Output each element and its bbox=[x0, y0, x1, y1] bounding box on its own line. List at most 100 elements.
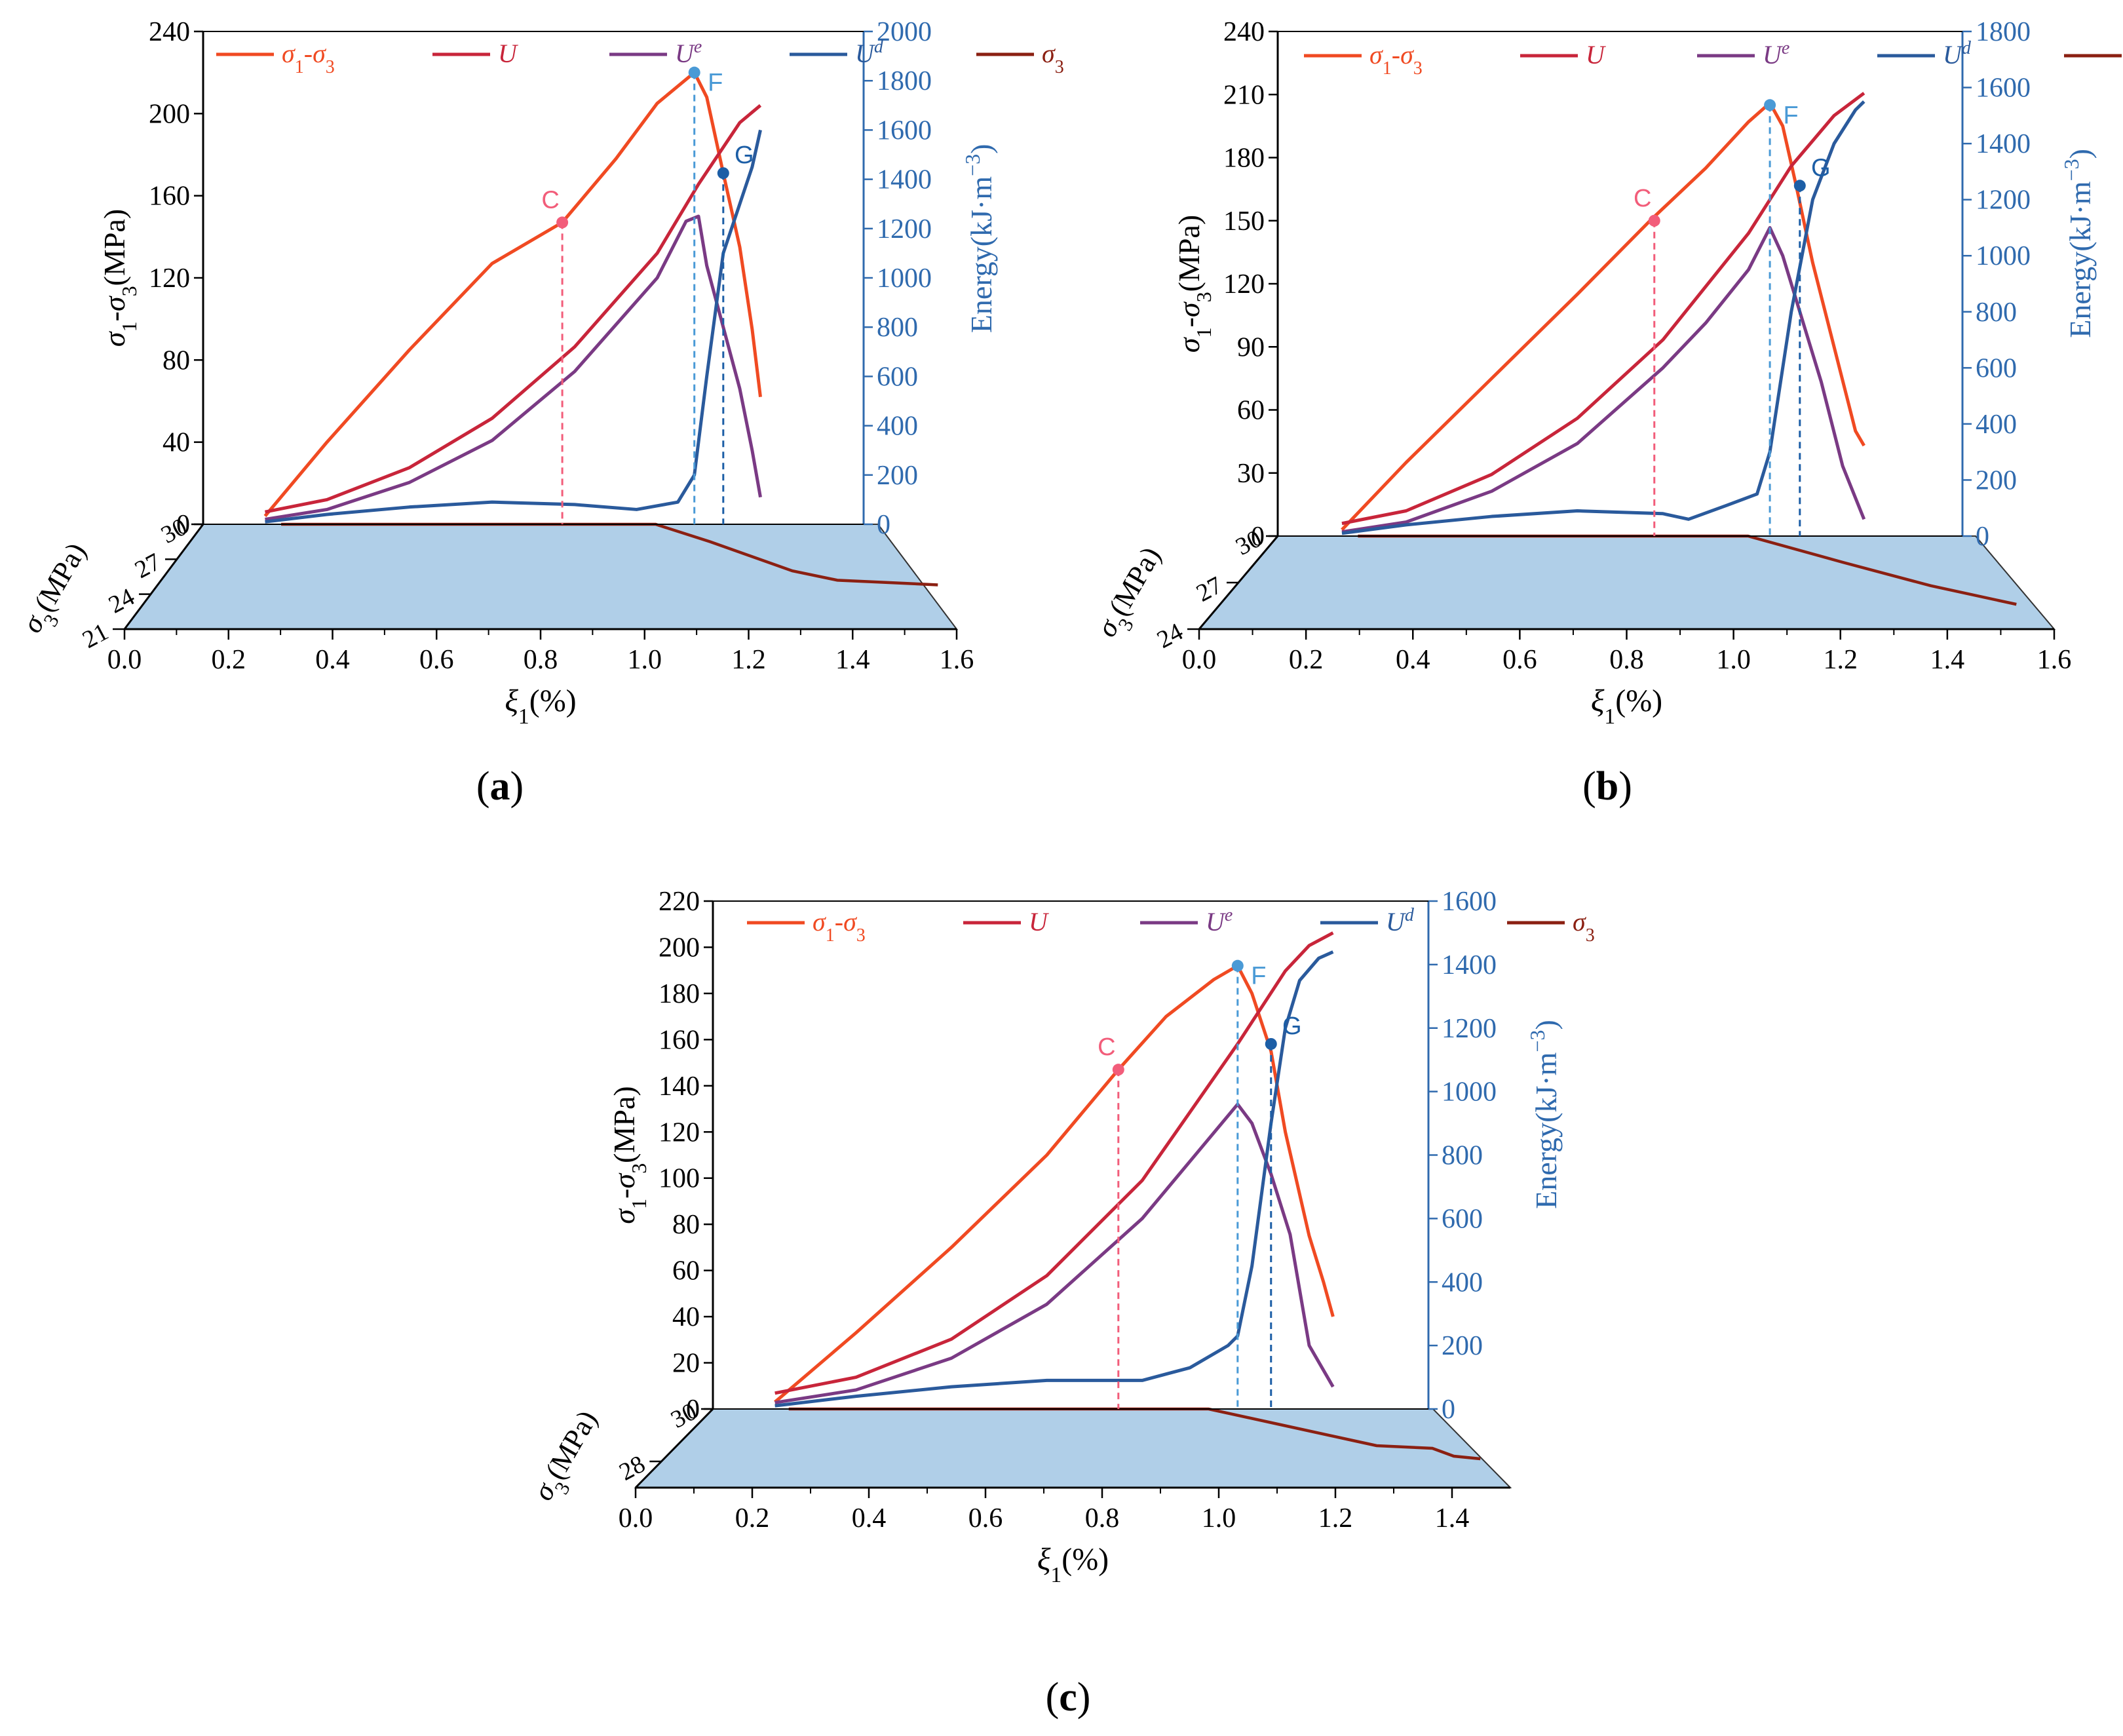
x-tick-label: 0.2 bbox=[212, 645, 246, 675]
y2-tick-label: 1000 bbox=[877, 263, 932, 294]
legend-label: Ud bbox=[1386, 905, 1415, 937]
y2-tick-label: 200 bbox=[1442, 1331, 1483, 1361]
sigma3-panel bbox=[123, 524, 958, 630]
series-U-line bbox=[775, 931, 1334, 1395]
series-13-line bbox=[263, 71, 762, 518]
x-tick-label: 0.6 bbox=[419, 645, 454, 675]
marker-G-dot bbox=[1265, 1037, 1277, 1050]
x-tick-label: 1.0 bbox=[1716, 645, 1751, 675]
series-13-line bbox=[774, 964, 1335, 1404]
x-tick-label: 1.4 bbox=[835, 645, 870, 675]
y-tick-label: 20 bbox=[672, 1349, 700, 1379]
x-tick-label: 0.0 bbox=[1182, 645, 1217, 675]
y-tick-label: 40 bbox=[163, 428, 190, 458]
x-axis-label: ξ1(%) bbox=[505, 684, 576, 729]
y-axis-label: σ1-σ3(MPa) bbox=[607, 1086, 651, 1224]
y-tick-label: 120 bbox=[659, 1117, 700, 1148]
marker-F-dot bbox=[1231, 959, 1244, 972]
y2-tick-label: 1400 bbox=[1976, 129, 2031, 159]
caption-c: (c) bbox=[1045, 1675, 1091, 1720]
legend-label: σ3 bbox=[1573, 907, 1595, 946]
y2-tick-label: 1800 bbox=[1976, 17, 2031, 47]
sigma3-panel bbox=[1197, 535, 2056, 630]
series-13-line bbox=[1341, 101, 1865, 531]
y-tick-label: 180 bbox=[659, 979, 700, 1009]
x-tick-label: 1.0 bbox=[1202, 1503, 1236, 1533]
z-tick-label: 27 bbox=[130, 548, 165, 584]
marker-F-dot bbox=[1764, 99, 1776, 111]
series-U-line bbox=[1341, 92, 1865, 526]
y2-tick-label: 600 bbox=[1976, 353, 2017, 383]
series-Ue-line bbox=[775, 1102, 1335, 1404]
series-Ue-line bbox=[265, 214, 762, 521]
y-tick-label: 160 bbox=[659, 1025, 700, 1055]
y2-tick-label: 0 bbox=[1976, 522, 1989, 552]
x-tick-label: 1.6 bbox=[940, 645, 974, 675]
caption-a: (a) bbox=[476, 764, 524, 809]
y2-tick-label: 1800 bbox=[877, 66, 932, 96]
x-tick-label: 1.4 bbox=[1435, 1503, 1470, 1533]
caption-b: (b) bbox=[1582, 764, 1632, 809]
y-tick-label: 200 bbox=[659, 933, 700, 963]
marker-C-label: C bbox=[1634, 185, 1651, 212]
x-tick-label: 0.8 bbox=[1085, 1503, 1120, 1533]
legend-label: σ1-σ3 bbox=[813, 907, 866, 946]
y2-tick-label: 1200 bbox=[1976, 185, 2031, 216]
x-tick-label: 0.0 bbox=[107, 645, 142, 675]
legend-label: Ue bbox=[1206, 905, 1233, 937]
marker-G-label: G bbox=[1282, 1013, 1302, 1040]
marker-F-label: F bbox=[1783, 102, 1798, 129]
y2-tick-label: 600 bbox=[1442, 1204, 1483, 1234]
series-Ud-line bbox=[1341, 100, 1865, 535]
sigma3-panel bbox=[634, 1408, 1512, 1488]
x-tick-label: 0.8 bbox=[524, 645, 558, 675]
legend-label: U bbox=[1029, 907, 1050, 936]
x-tick-label: 0.6 bbox=[1502, 645, 1537, 675]
z-axis-line bbox=[634, 1408, 714, 1489]
marker-G-label: G bbox=[1811, 154, 1831, 182]
x-tick-label: 0.4 bbox=[1396, 645, 1430, 675]
y2-axis-label: Energy(kJ·m−3) bbox=[2059, 149, 2097, 338]
x-axis-label: ξ1(%) bbox=[1591, 684, 1662, 729]
y2-tick-label: 800 bbox=[1442, 1141, 1483, 1171]
y2-tick-label: 1600 bbox=[1442, 887, 1497, 917]
x-tick-label: 0.2 bbox=[1289, 645, 1324, 675]
y-tick-label: 120 bbox=[1223, 269, 1265, 299]
y2-tick-label: 1400 bbox=[1442, 950, 1497, 980]
y2-tick-label: 200 bbox=[877, 461, 918, 491]
legend-label: Ud bbox=[855, 37, 884, 69]
x-axis-label: ξ1(%) bbox=[1037, 1542, 1109, 1587]
marker-F-label: F bbox=[1251, 963, 1266, 990]
marker-F-dot bbox=[688, 66, 700, 79]
x-tick-label: 1.4 bbox=[1930, 645, 1965, 675]
y-tick-label: 100 bbox=[659, 1164, 700, 1194]
legend-label: σ1-σ3 bbox=[1369, 40, 1423, 79]
series-U-line bbox=[265, 104, 762, 514]
y2-tick-label: 1600 bbox=[1976, 73, 2031, 104]
x-tick-label: 0.4 bbox=[315, 645, 350, 675]
x-tick-label: 0.4 bbox=[852, 1503, 887, 1533]
y2-tick-label: 800 bbox=[1976, 298, 2017, 328]
series-Ud-line bbox=[265, 129, 762, 524]
x-tick-label: 1.2 bbox=[731, 645, 766, 675]
y2-axis-label: Energy(kJ·m−3) bbox=[961, 144, 998, 333]
marker-G-dot bbox=[717, 167, 729, 180]
y-tick-label: 90 bbox=[1237, 332, 1265, 362]
y-tick-label: 60 bbox=[1237, 396, 1265, 426]
y2-tick-label: 1200 bbox=[1442, 1014, 1497, 1044]
y-tick-label: 0 bbox=[1251, 522, 1265, 552]
y2-tick-label: 400 bbox=[877, 412, 918, 442]
z-axis-label: σ3(MPa) bbox=[527, 1405, 611, 1511]
y2-axis-label: Energy(kJ·m−3) bbox=[1525, 1020, 1563, 1209]
series-Ud-line bbox=[775, 950, 1334, 1408]
marker-G-label: G bbox=[735, 142, 754, 169]
series-Ue-line bbox=[1341, 225, 1866, 534]
z-tick-label: 24 bbox=[104, 583, 139, 619]
marker-C-dot bbox=[1112, 1064, 1124, 1076]
x-tick-label: 0.2 bbox=[735, 1503, 770, 1533]
y2-tick-label: 400 bbox=[1442, 1267, 1483, 1298]
